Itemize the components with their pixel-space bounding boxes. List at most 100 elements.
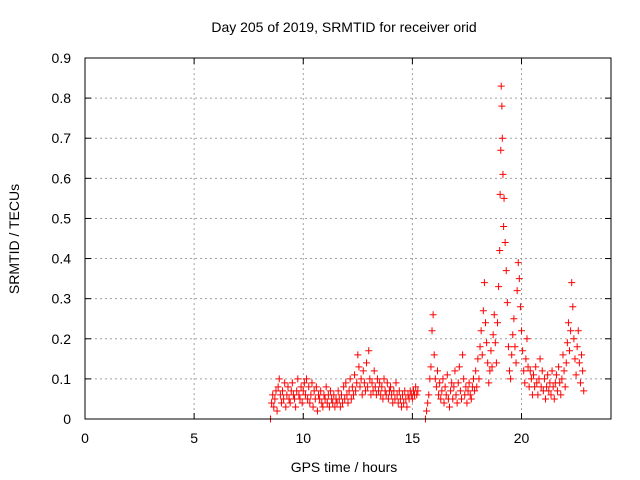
data-point [351,371,359,379]
data-point [503,299,511,307]
data-point [518,327,526,335]
data-point [466,391,474,399]
data-point [462,383,470,391]
tick-labels: 0 5 10 15 20 0 0.1 0.2 0.3 0.4 0.5 0.6 0.7 0.8 0.9 [52,50,530,446]
data-point [364,383,372,391]
data-point [431,375,439,383]
data-point [459,351,467,359]
data-point [464,387,472,395]
data-point [490,311,498,319]
data-point [452,391,460,399]
data-point [519,347,527,355]
data-point [341,395,349,403]
data-point [286,399,294,407]
data-point [472,367,480,375]
data-point [500,194,508,202]
data-point [485,379,493,387]
data-point [442,391,450,399]
data-point [531,383,539,391]
data-point [457,395,465,403]
data-point [438,387,446,395]
data-point [294,375,302,383]
data-point [383,379,391,387]
y-tick-label: 0 [63,411,71,427]
data-point [340,383,348,391]
data-point [558,375,566,383]
data-point [504,343,512,351]
data-point [571,355,579,363]
data-point [357,375,365,383]
data-point [448,379,456,387]
data-point [522,355,530,363]
data-point [356,383,364,391]
data-point [450,383,458,391]
y-tick-label: 0.7 [52,130,72,146]
data-point [269,391,277,399]
data-point [353,379,361,387]
data-point [359,367,367,375]
data-point [310,387,318,395]
data-point [494,319,502,327]
data-point [497,146,505,154]
data-point [277,399,285,407]
data-point [540,375,548,383]
x-tick-label: 20 [514,430,530,446]
data-point [510,315,518,323]
data-point [576,379,584,387]
data-point [392,379,400,387]
data-point [345,387,353,395]
data-point [456,387,464,395]
plot-frame [84,57,612,420]
data-point [344,399,352,407]
data-point [516,303,524,311]
data-point [447,387,455,395]
data-point [521,379,529,387]
data-point [428,327,436,335]
data-point [282,403,290,411]
data-point [361,387,369,395]
data-point [487,347,495,355]
data-point [526,367,534,375]
data-point [567,327,575,335]
data-point [502,267,510,275]
data-point [564,319,572,327]
data-point [432,383,440,391]
data-point [423,407,431,415]
data-point [298,399,306,407]
data-point [538,367,546,375]
y-tick-label: 0.9 [52,50,72,66]
data-point [300,379,308,387]
data-point [532,363,540,371]
data-point [414,387,422,395]
y-tick-label: 0.6 [52,170,72,186]
data-point [371,383,379,391]
x-tick-label: 10 [295,430,311,446]
data-point [465,379,473,387]
x-tick-label: 0 [81,430,89,446]
data-point [268,399,276,407]
data-point [347,395,355,403]
data-point [376,379,384,387]
data-point [312,383,320,391]
data-point [560,367,568,375]
data-point [279,387,287,395]
data-point [544,371,552,379]
data-point [580,387,588,395]
data-point [443,371,451,379]
data-point [299,387,307,395]
data-point [342,379,350,387]
data-point [441,383,449,391]
data-point [534,391,542,399]
data-point [562,359,570,367]
data-point [272,387,280,395]
grid [85,58,611,419]
data-point [511,343,519,351]
data-point [506,367,514,375]
data-point [378,383,386,391]
y-tick-label: 0.4 [52,251,72,267]
y-tick-label: 0.3 [52,291,72,307]
data-point [463,399,471,407]
data-point [554,387,562,395]
data-point [297,383,305,391]
